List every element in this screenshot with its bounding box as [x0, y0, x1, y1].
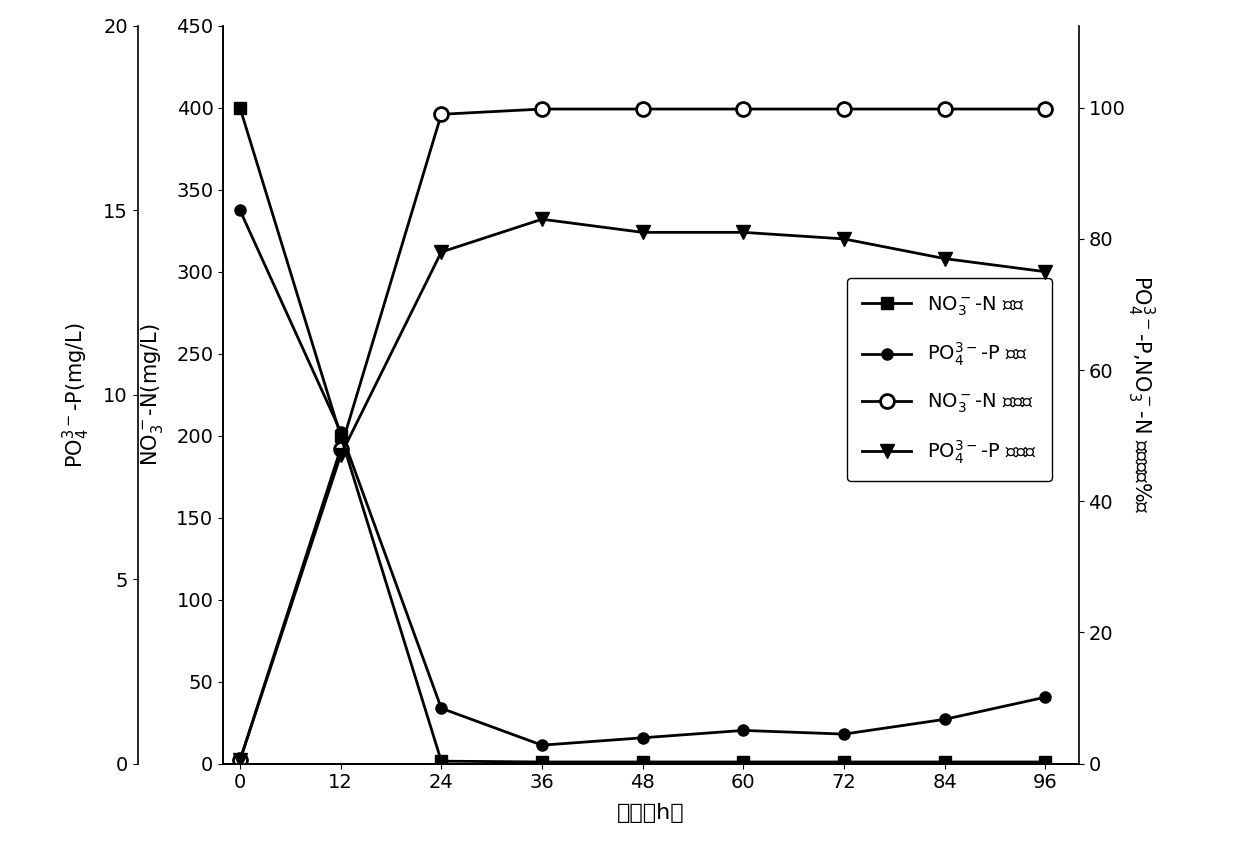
Legend: NO$_3^-$-N 浓度, PO$_4^{3-}$-P 浓度, NO$_3^-$-N 去除率, PO$_4^{3-}$-P 去除率: NO$_3^-$-N 浓度, PO$_4^{3-}$-P 浓度, NO$_3^-…	[847, 279, 1052, 481]
Y-axis label: PO$_4^{3-}$-P(mg/L): PO$_4^{3-}$-P(mg/L)	[61, 322, 92, 468]
Y-axis label: NO$_3^-$-N(mg/L): NO$_3^-$-N(mg/L)	[139, 323, 165, 466]
Y-axis label: PO$_4^{3-}$-P,NO$_3^-$-N 去除率（%）: PO$_4^{3-}$-P,NO$_3^-$-N 去除率（%）	[1125, 275, 1156, 514]
X-axis label: 时间（h）: 时间（h）	[618, 803, 684, 824]
